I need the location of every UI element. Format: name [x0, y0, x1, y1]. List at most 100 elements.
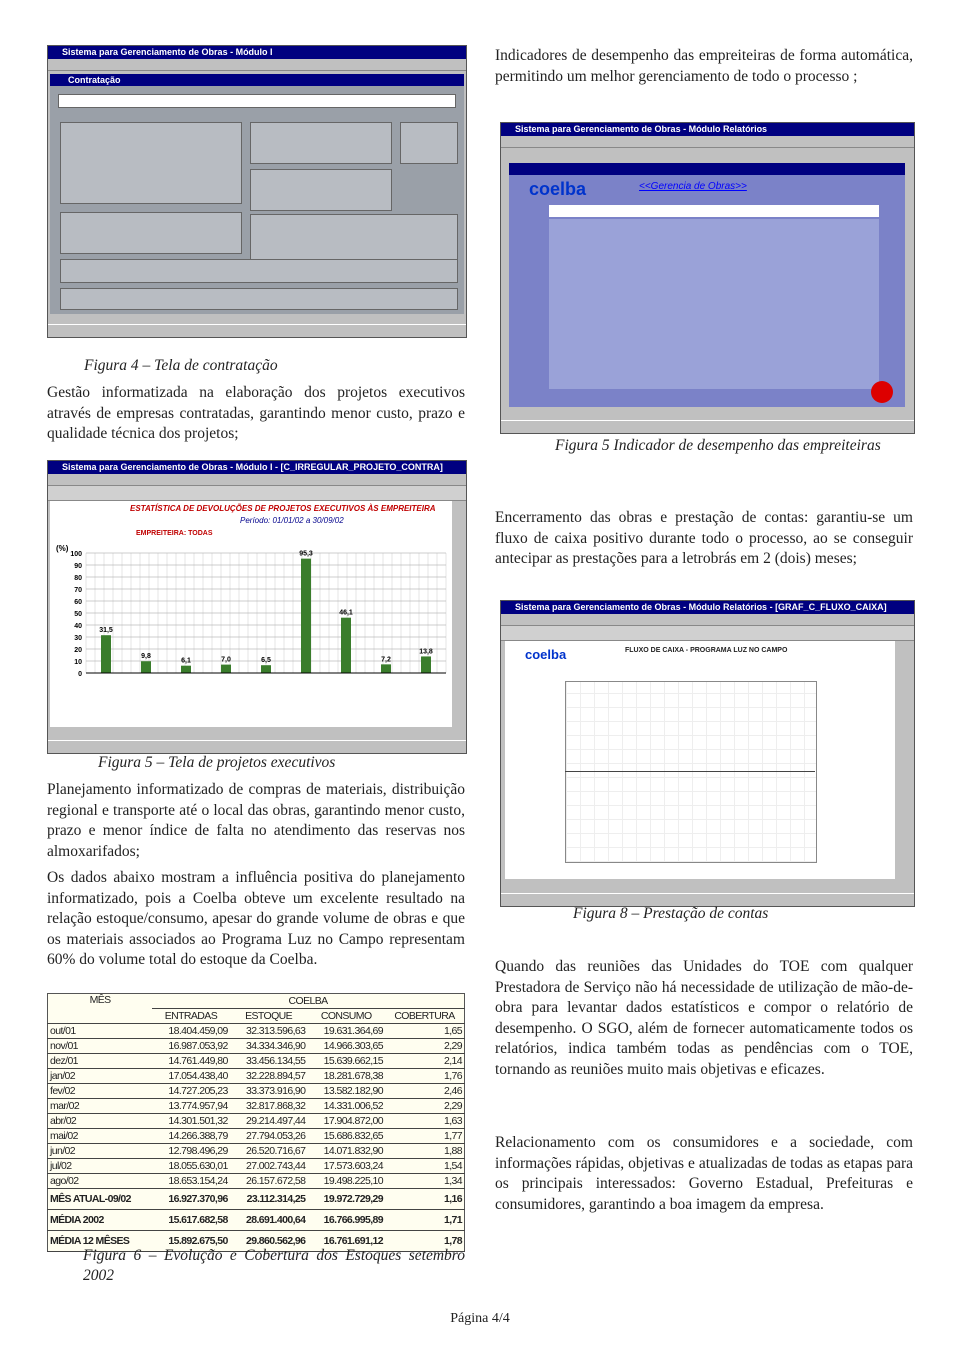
cell-month: jan/02: [47, 1068, 153, 1084]
cell-number: 14.727.205,23: [152, 1083, 230, 1099]
cell-month: fev/02: [47, 1083, 153, 1099]
cell-number: 2,46: [385, 1083, 465, 1099]
cell-number: 2,14: [385, 1053, 465, 1069]
paragraph: Quando das reuniões das Unidades do TOE …: [495, 958, 913, 1078]
cell-month: MÉDIA 12 MÊSES: [47, 1230, 153, 1252]
menu-bar: [501, 614, 914, 626]
cell-number: 26.157.672,58: [229, 1173, 308, 1189]
y-tick-label: 0: [78, 671, 82, 678]
cell-number: 15.686.832,65: [307, 1128, 386, 1144]
cell-number: 16.927.370,96: [152, 1188, 230, 1210]
caption: Figura 8 – Prestação de contas: [573, 905, 769, 922]
cell-number: 32.313.596,63: [229, 1023, 308, 1039]
cell-month: mar/02: [47, 1098, 153, 1114]
cell-number: 12.798.496,29: [152, 1143, 230, 1159]
zero-line: [565, 771, 815, 772]
cell-number: 23.112.314,25: [229, 1188, 308, 1210]
cell-number: 26.520.716,67: [229, 1143, 308, 1159]
menu-bar: [501, 136, 914, 148]
cell-number: 1,76: [385, 1068, 465, 1084]
table-row: MÉDIA 2002 15.617.682,58 28.691.400,64 16.7…: [47, 1209, 465, 1231]
value-label: 6,1: [181, 658, 191, 665]
paragraph: Indicadores de desempenho das empreiteir…: [495, 47, 913, 85]
cell-number: 2,29: [385, 1038, 465, 1054]
panel: [60, 288, 458, 310]
table-row: out/01 18.404.459,09 32.313.596,63 19.631.3…: [47, 1023, 465, 1039]
chart-title: ESTATÍSTICA DE DEVOLUÇÕES DE PROJETOS EX…: [130, 504, 436, 513]
field: [58, 94, 456, 108]
caption-text: Figura 5 Indicador de desempenho das emp…: [555, 437, 881, 454]
column-header: CONSUMO: [307, 1008, 386, 1024]
cell-number: 16.987.053,92: [152, 1038, 230, 1054]
cell-number: 1,34: [385, 1173, 465, 1189]
y-tick-label: 20: [74, 647, 82, 654]
taskbar: [501, 893, 914, 906]
logo: coelba: [525, 647, 567, 662]
cell-number: 1,88: [385, 1143, 465, 1159]
screenshot-indicadores: Sistema para Gerenciamento de Obras - Mó…: [500, 122, 915, 434]
cell-month: mai/02: [47, 1128, 153, 1144]
bar: [301, 558, 311, 673]
cell-number: 27.002.743,44: [229, 1158, 308, 1174]
axis-unit: (%): [56, 544, 69, 553]
cell-number: 14.266.388,79: [152, 1128, 230, 1144]
window-title: Sistema para Gerenciamento de Obras - Mó…: [48, 46, 466, 59]
column-header: ENTRADAS: [152, 1008, 230, 1024]
bar-chart: ESTATÍSTICA DE DEVOLUÇÕES DE PROJETOS EX…: [50, 501, 452, 727]
panel: [60, 212, 242, 254]
caption: Figura 4 – Tela de contratação: [84, 357, 278, 374]
table-row: MÊS ATUAL-09/02 16.927.370,96 23.112.314,2…: [47, 1188, 465, 1210]
cell-number: 18.281.678,38: [307, 1068, 386, 1084]
y-tick-label: 100: [70, 551, 82, 558]
inner-title: [509, 163, 905, 175]
screenshot-projetos: Sistema para Gerenciamento de Obras - Mó…: [47, 460, 467, 754]
cell-number: 33.373.916,90: [229, 1083, 308, 1099]
paragraph: Encerramento das obras e prestação de co…: [495, 509, 913, 568]
cell-month: dez/01: [47, 1053, 153, 1069]
cell-number: 13.774.957,94: [152, 1098, 230, 1114]
cell-number: 17.904.872,00: [307, 1113, 386, 1129]
screenshot-contratacao: Sistema para Gerenciamento de Obras - Mó…: [47, 45, 467, 338]
paragraph: Os dados abaixo mostram a influência pos…: [47, 869, 465, 969]
form-area: Contratação: [50, 74, 464, 314]
paragraph: Gestão informatizada na elaboração dos p…: [47, 384, 465, 443]
cell-number: 14.966.303,65: [307, 1038, 386, 1054]
cell-number: 19.972.729,29: [307, 1188, 386, 1210]
cell-number: 1,63: [385, 1113, 465, 1129]
table-row: mai/02 14.266.388,79 27.794.053,26 15.686.8…: [47, 1128, 465, 1144]
window-title: Sistema para Gerenciamento de Obras - Mó…: [501, 123, 914, 136]
y-tick-label: 10: [74, 659, 82, 666]
chart-title: FLUXO DE CAIXA - PROGRAMA LUZ NO CAMPO: [625, 647, 788, 654]
cell-number: 18.055.630,01: [152, 1158, 230, 1174]
caption: Figura 6 – Evolução e Cobertura dos Esto…: [47, 1246, 465, 1286]
cell-month: MÊS ATUAL-09/02: [47, 1188, 153, 1210]
taskbar: [501, 420, 914, 433]
cell-number: 29.860.562,96: [229, 1230, 308, 1252]
taskbar: [48, 324, 466, 337]
cell-number: 16.766.995,89: [307, 1209, 386, 1231]
cell-number: 14.071.832,90: [307, 1143, 386, 1159]
value-label: 7,0: [221, 657, 231, 664]
toolbar: [48, 486, 466, 501]
y-tick-label: 30: [74, 635, 82, 642]
stop-button[interactable]: [871, 381, 893, 403]
page-number: Página 4/4: [450, 1311, 510, 1326]
link[interactable]: <<Gerencia de Obras>>: [639, 181, 747, 192]
bar: [421, 656, 431, 673]
form-title: Contratação: [50, 74, 464, 86]
cell-number: 32.817.868,32: [229, 1098, 308, 1114]
bar: [221, 664, 231, 673]
taskbar: [48, 740, 466, 753]
cell-number: 1,16: [385, 1188, 465, 1210]
cell-number: 18.653.154,24: [152, 1173, 230, 1189]
cell-number: 34.334.346,90: [229, 1038, 308, 1054]
tab-bar: [549, 205, 879, 217]
column-header: COBERTURA: [385, 1008, 465, 1024]
y-tick-label: 40: [74, 623, 82, 630]
window-title: Sistema para Gerenciamento de Obras - Mó…: [48, 461, 466, 474]
panel: [60, 259, 458, 283]
y-tick-label: 50: [74, 611, 82, 618]
cell-number: 14.301.501,32: [152, 1113, 230, 1129]
cell-number: 1,65: [385, 1023, 465, 1039]
